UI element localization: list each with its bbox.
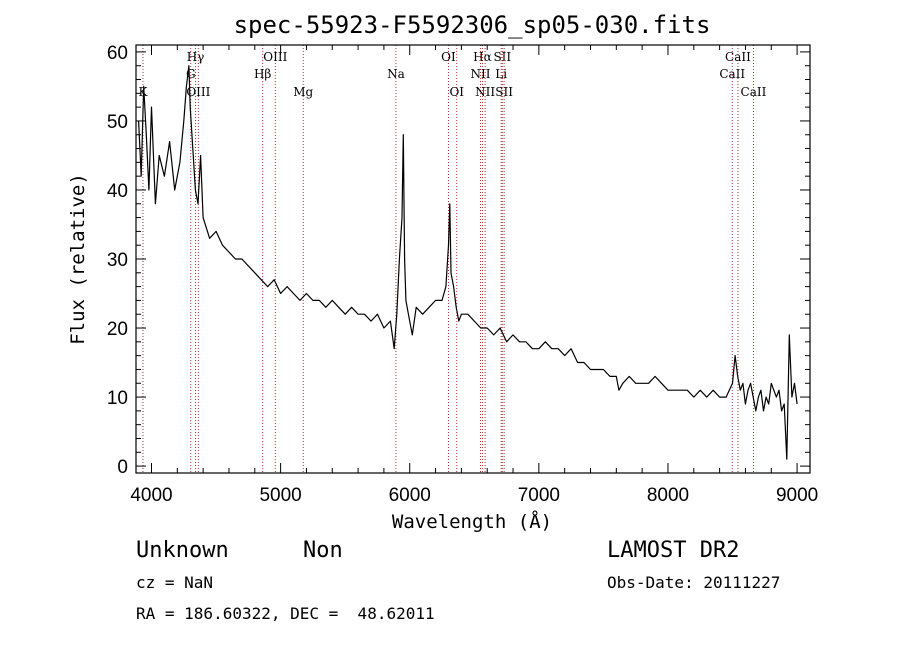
y-tick-label: 20	[107, 319, 128, 340]
spectral-line-label: Hα	[473, 50, 492, 64]
spectral-line-label: SII	[493, 50, 511, 64]
spectral-line-label: Li	[495, 67, 507, 81]
spectral-line-label: SII	[495, 85, 513, 99]
x-tick-label: 6000	[389, 485, 431, 506]
y-tick-label: 0	[117, 457, 128, 478]
x-axis-label: Wavelength (Å)	[392, 510, 552, 533]
survey-name: LAMOST DR2	[607, 538, 740, 563]
spectral-line-markers: KHγGOIIIHβOIIIMgNaOIOIHαNIINIISIILiSIICa…	[138, 45, 767, 473]
spectral-line-label: Hγ	[187, 50, 205, 64]
spectral-line-label: CaII	[741, 85, 767, 99]
spectral-line-label: OIII	[263, 50, 287, 64]
redshift-cz: cz = NaN	[136, 573, 214, 592]
spectral-line-label: OI	[449, 85, 464, 99]
y-tick-label: 10	[107, 388, 128, 409]
spectral-line-label: OI	[441, 50, 456, 64]
spectral-line-label: CaII	[725, 50, 751, 64]
x-tick-label: 7000	[518, 485, 560, 506]
spectral-line-label: CaII	[719, 67, 745, 81]
x-tick-label: 8000	[647, 485, 689, 506]
spectral-line-label: NII	[475, 85, 495, 99]
spectral-line-label: Mg	[293, 85, 313, 99]
x-tick-label: 9000	[776, 485, 818, 506]
spectral-line-label: NII	[470, 67, 490, 81]
y-tick-label: 60	[107, 43, 128, 64]
x-tick-label: 5000	[259, 485, 301, 506]
chart-title: spec-55923-F5592306_sp05-030.fits	[234, 11, 711, 39]
spectrum-line	[138, 65, 798, 460]
spectral-line-label: Na	[387, 67, 405, 81]
object-class: Unknown	[136, 538, 229, 563]
spectral-line-label: G	[186, 67, 196, 81]
y-tick-label: 50	[107, 112, 128, 133]
spectral-line-label: OIII	[186, 85, 210, 99]
x-axis: 4000 5000 6000 7000 8000 9000	[130, 45, 818, 506]
y-tick-label: 30	[107, 250, 128, 271]
spectrum-plot: spec-55923-F5592306_sp05-030.fits KHγGOI…	[67, 11, 818, 533]
spectral-line-label: Hβ	[254, 67, 271, 81]
y-axis-label: Flux (relative)	[67, 173, 89, 345]
observation-date: Obs-Date: 20111227	[607, 573, 781, 592]
x-tick-label: 4000	[130, 485, 172, 506]
coordinates: RA = 186.60322, DEC = 48.62011	[136, 604, 435, 623]
object-subclass: Non	[303, 538, 343, 563]
y-axis: 0 10 20 30 40 50 60	[107, 43, 810, 478]
y-tick-label: 40	[107, 181, 128, 202]
